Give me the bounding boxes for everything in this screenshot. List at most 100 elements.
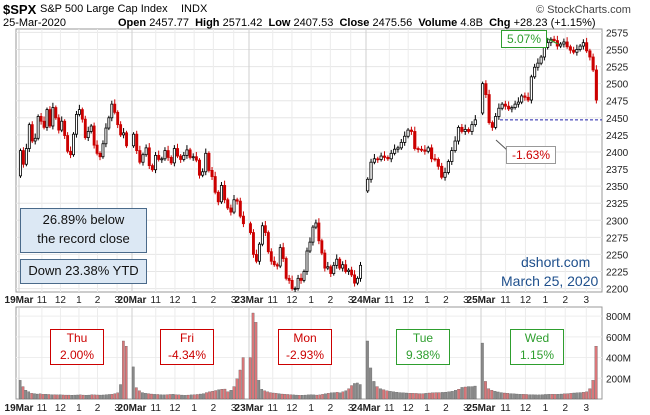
- volume-bar: [470, 386, 474, 400]
- candle-body: [110, 103, 114, 119]
- volume-bar: [192, 394, 196, 400]
- close-value: 2475.56: [372, 17, 413, 29]
- x-tick-label: 12: [286, 403, 298, 414]
- x-tick-label: 11: [151, 403, 162, 414]
- candle-body: [185, 149, 189, 156]
- candle-body: [154, 154, 158, 171]
- volume-bar: [594, 346, 598, 400]
- candle-body: [92, 125, 96, 146]
- candle-body: [317, 222, 321, 242]
- candle-body: [359, 264, 362, 279]
- candle-body: [338, 258, 342, 269]
- candle-body: [254, 254, 258, 262]
- volume-bar: [440, 392, 444, 400]
- volume-bar: [21, 386, 25, 400]
- candle-body: [347, 269, 351, 272]
- volume-bar: [518, 394, 522, 400]
- volume-bar: [217, 389, 221, 400]
- candle-body: [356, 277, 359, 284]
- volume-bar: [41, 394, 45, 400]
- volume-bar: [496, 391, 500, 400]
- candle-body: [287, 277, 291, 281]
- volume-bar: [64, 394, 68, 400]
- candle-body: [585, 42, 589, 52]
- volume-bar: [401, 392, 405, 400]
- candle-body: [393, 148, 397, 154]
- price-tick-label: 2425: [606, 131, 629, 142]
- volume-bar: [490, 390, 494, 400]
- candle-body: [440, 165, 444, 178]
- candle-body: [219, 185, 223, 203]
- candle-body: [413, 131, 417, 149]
- candle-body: [399, 141, 403, 149]
- candle-body: [523, 95, 527, 98]
- x-tick-label: 2: [562, 403, 568, 414]
- day-label-tue: Tue 9.38%: [396, 329, 450, 365]
- volume-bar: [38, 393, 42, 400]
- x-tick-label: 11: [37, 403, 48, 414]
- volume-bar: [124, 346, 128, 400]
- candle-body: [66, 135, 70, 152]
- candle-body: [107, 117, 111, 129]
- volume-bar: [332, 392, 336, 400]
- volume-bar: [575, 392, 579, 400]
- volume-bar: [33, 393, 36, 400]
- x-tick-label: 1: [543, 295, 549, 306]
- volume-bar: [104, 394, 108, 400]
- candle-body: [588, 50, 592, 58]
- candle-body: [568, 46, 572, 51]
- candle-body: [443, 172, 447, 178]
- candle-body: [575, 49, 579, 53]
- candle-body: [559, 43, 563, 47]
- candle-body: [141, 154, 145, 163]
- candle-body: [533, 66, 537, 78]
- candle-body: [213, 176, 217, 193]
- volume-bar: [301, 395, 304, 400]
- candle-body: [226, 199, 230, 209]
- high-callout: 5.07%: [501, 30, 548, 48]
- volume-bar: [144, 393, 147, 400]
- day-label-mon: Mon -2.93%: [278, 329, 332, 365]
- x-tick-label: 19Mar: [5, 403, 34, 414]
- candle-body: [372, 158, 376, 163]
- x-tick-label: 2: [211, 295, 217, 306]
- candle-body: [481, 83, 485, 114]
- candle-body: [269, 251, 273, 262]
- volume-bar: [388, 391, 392, 400]
- volume-bar: [303, 394, 307, 400]
- volume-bar: [298, 395, 301, 400]
- candle-body: [326, 266, 330, 269]
- volume-bar: [208, 391, 211, 400]
- volume-bar: [79, 394, 82, 400]
- candle-body: [86, 131, 90, 139]
- candle-body: [516, 101, 520, 105]
- candle-body: [305, 250, 309, 272]
- volume-bar: [502, 392, 506, 400]
- volume-bar: [405, 392, 408, 400]
- volume-bar: [487, 388, 491, 400]
- candle-body: [335, 258, 339, 266]
- volume-bar: [67, 394, 71, 400]
- candle-body: [260, 225, 264, 245]
- volume-value: 4.8B: [460, 17, 483, 29]
- price-tick-label: 2400: [606, 148, 629, 159]
- candle-body: [467, 129, 471, 132]
- candle-body: [507, 105, 511, 110]
- price-tick-label: 2475: [606, 97, 629, 108]
- x-tick-label: 2: [95, 295, 101, 306]
- x-tick-label: 12: [55, 403, 67, 414]
- volume-bar: [460, 387, 464, 400]
- candle-body: [176, 148, 180, 157]
- candle-body: [116, 111, 120, 126]
- volume-bar: [395, 392, 399, 400]
- record-line1: 26.89% below: [42, 212, 125, 227]
- day-pct: 2.00%: [59, 348, 95, 362]
- candle-body: [60, 120, 64, 131]
- volume-bar: [168, 394, 172, 400]
- candle-body: [101, 143, 105, 158]
- volume-bar: [87, 394, 91, 400]
- candle-body: [513, 103, 517, 108]
- volume-bar: [463, 386, 467, 400]
- volume-tick-label: 400M: [606, 354, 631, 365]
- candle-body: [188, 149, 192, 158]
